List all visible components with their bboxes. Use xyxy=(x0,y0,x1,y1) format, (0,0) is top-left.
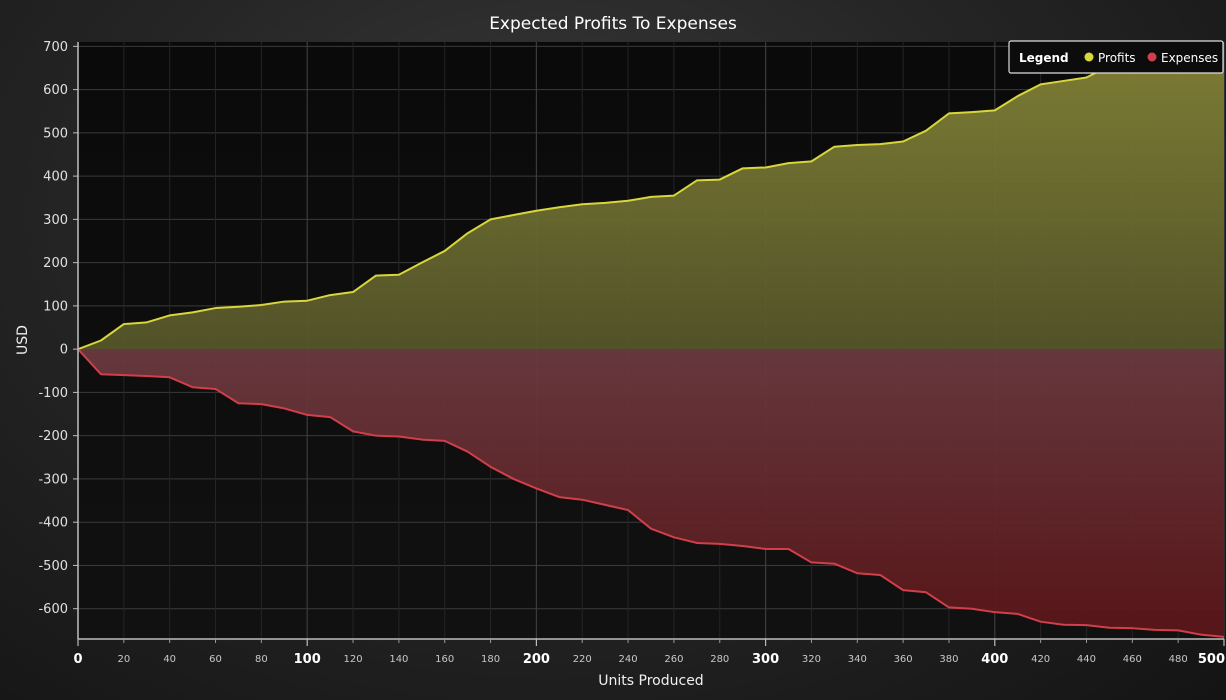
y-tick-label: 400 xyxy=(43,170,68,185)
y-tick-label: 600 xyxy=(43,83,68,98)
area-profits xyxy=(78,42,1224,350)
series-areas xyxy=(78,42,1224,637)
x-minor-tick-label: 120 xyxy=(343,654,362,665)
line-expenses xyxy=(78,348,1224,638)
x-tick-labels: 20 40 60 80 120 140 160 180 220 240 260 280 320 340 36… xyxy=(73,639,1225,667)
x-minor-tick-label: 220 xyxy=(573,654,592,665)
x-minor-tick-label: 20 xyxy=(117,654,130,665)
legend-profits-label: Profits xyxy=(1098,51,1136,65)
y-tick-label: 500 xyxy=(43,126,68,141)
legend-profits-marker xyxy=(1084,52,1094,62)
x-minor-tick-label: 480 xyxy=(1169,654,1188,665)
y-tick-label: -300 xyxy=(38,472,68,487)
y-tick-label: -500 xyxy=(38,559,68,574)
x-minor-tick-label: 180 xyxy=(481,654,500,665)
x-major-tick-label: 400 xyxy=(981,652,1008,667)
x-minor-tick-label: 280 xyxy=(710,654,729,665)
legend-expenses-label: Expenses xyxy=(1161,51,1218,65)
x-minor-tick-label: 260 xyxy=(664,654,683,665)
x-major-tick-label: 300 xyxy=(752,652,779,667)
y-tick-label: -100 xyxy=(38,386,68,401)
x-minor-tick-label: 420 xyxy=(1031,654,1050,665)
y-axis-title: USD xyxy=(15,325,31,355)
axes xyxy=(77,42,1224,640)
y-tick-label: -200 xyxy=(38,429,68,444)
x-minor-tick-label: 60 xyxy=(209,654,222,665)
y-tick-label: 0 xyxy=(60,343,68,358)
y-tick-label: 300 xyxy=(43,213,68,228)
area-expenses xyxy=(78,349,1224,637)
x-minor-tick-label: 380 xyxy=(939,654,958,665)
x-minor-tick-label: 40 xyxy=(163,654,176,665)
chart-title: Expected Profits To Expenses xyxy=(489,14,737,34)
x-minor-tick-label: 80 xyxy=(255,654,268,665)
y-tick-label: -400 xyxy=(38,516,68,531)
x-minor-tick-label: 140 xyxy=(389,654,408,665)
x-major-tick-label: 100 xyxy=(294,652,321,667)
x-axis-title: Units Produced xyxy=(598,673,703,689)
y-tick-labels: 700 600 500 400 300 200 100 0 -100 -200 -300 -400 -5… xyxy=(38,40,78,617)
series-lines xyxy=(78,42,1224,638)
x-major-tick-label: 200 xyxy=(523,652,550,667)
line-profits xyxy=(78,42,1198,351)
x-minor-tick-label: 340 xyxy=(848,654,867,665)
y-tick-label: -600 xyxy=(38,602,68,617)
x-minor-tick-label: 360 xyxy=(894,654,913,665)
x-minor-tick-label: 240 xyxy=(619,654,638,665)
x-major-tick-label: 500 xyxy=(1198,652,1225,667)
legend-box xyxy=(1008,40,1224,74)
y-tick-label: 700 xyxy=(43,40,68,55)
x-minor-tick-label: 160 xyxy=(435,654,454,665)
x-minor-tick-label: 440 xyxy=(1077,654,1096,665)
x-minor-tick-label: 320 xyxy=(802,654,821,665)
x-minor-tick-label: 460 xyxy=(1123,654,1142,665)
legend-expenses-marker xyxy=(1147,52,1157,62)
y-tick-label: 200 xyxy=(43,256,68,271)
legend-title: Legend xyxy=(1019,51,1069,65)
y-tick-label: 100 xyxy=(43,299,68,314)
legend: Legend Profits Expenses xyxy=(1008,40,1224,74)
x-major-tick-label: 0 xyxy=(73,652,82,667)
